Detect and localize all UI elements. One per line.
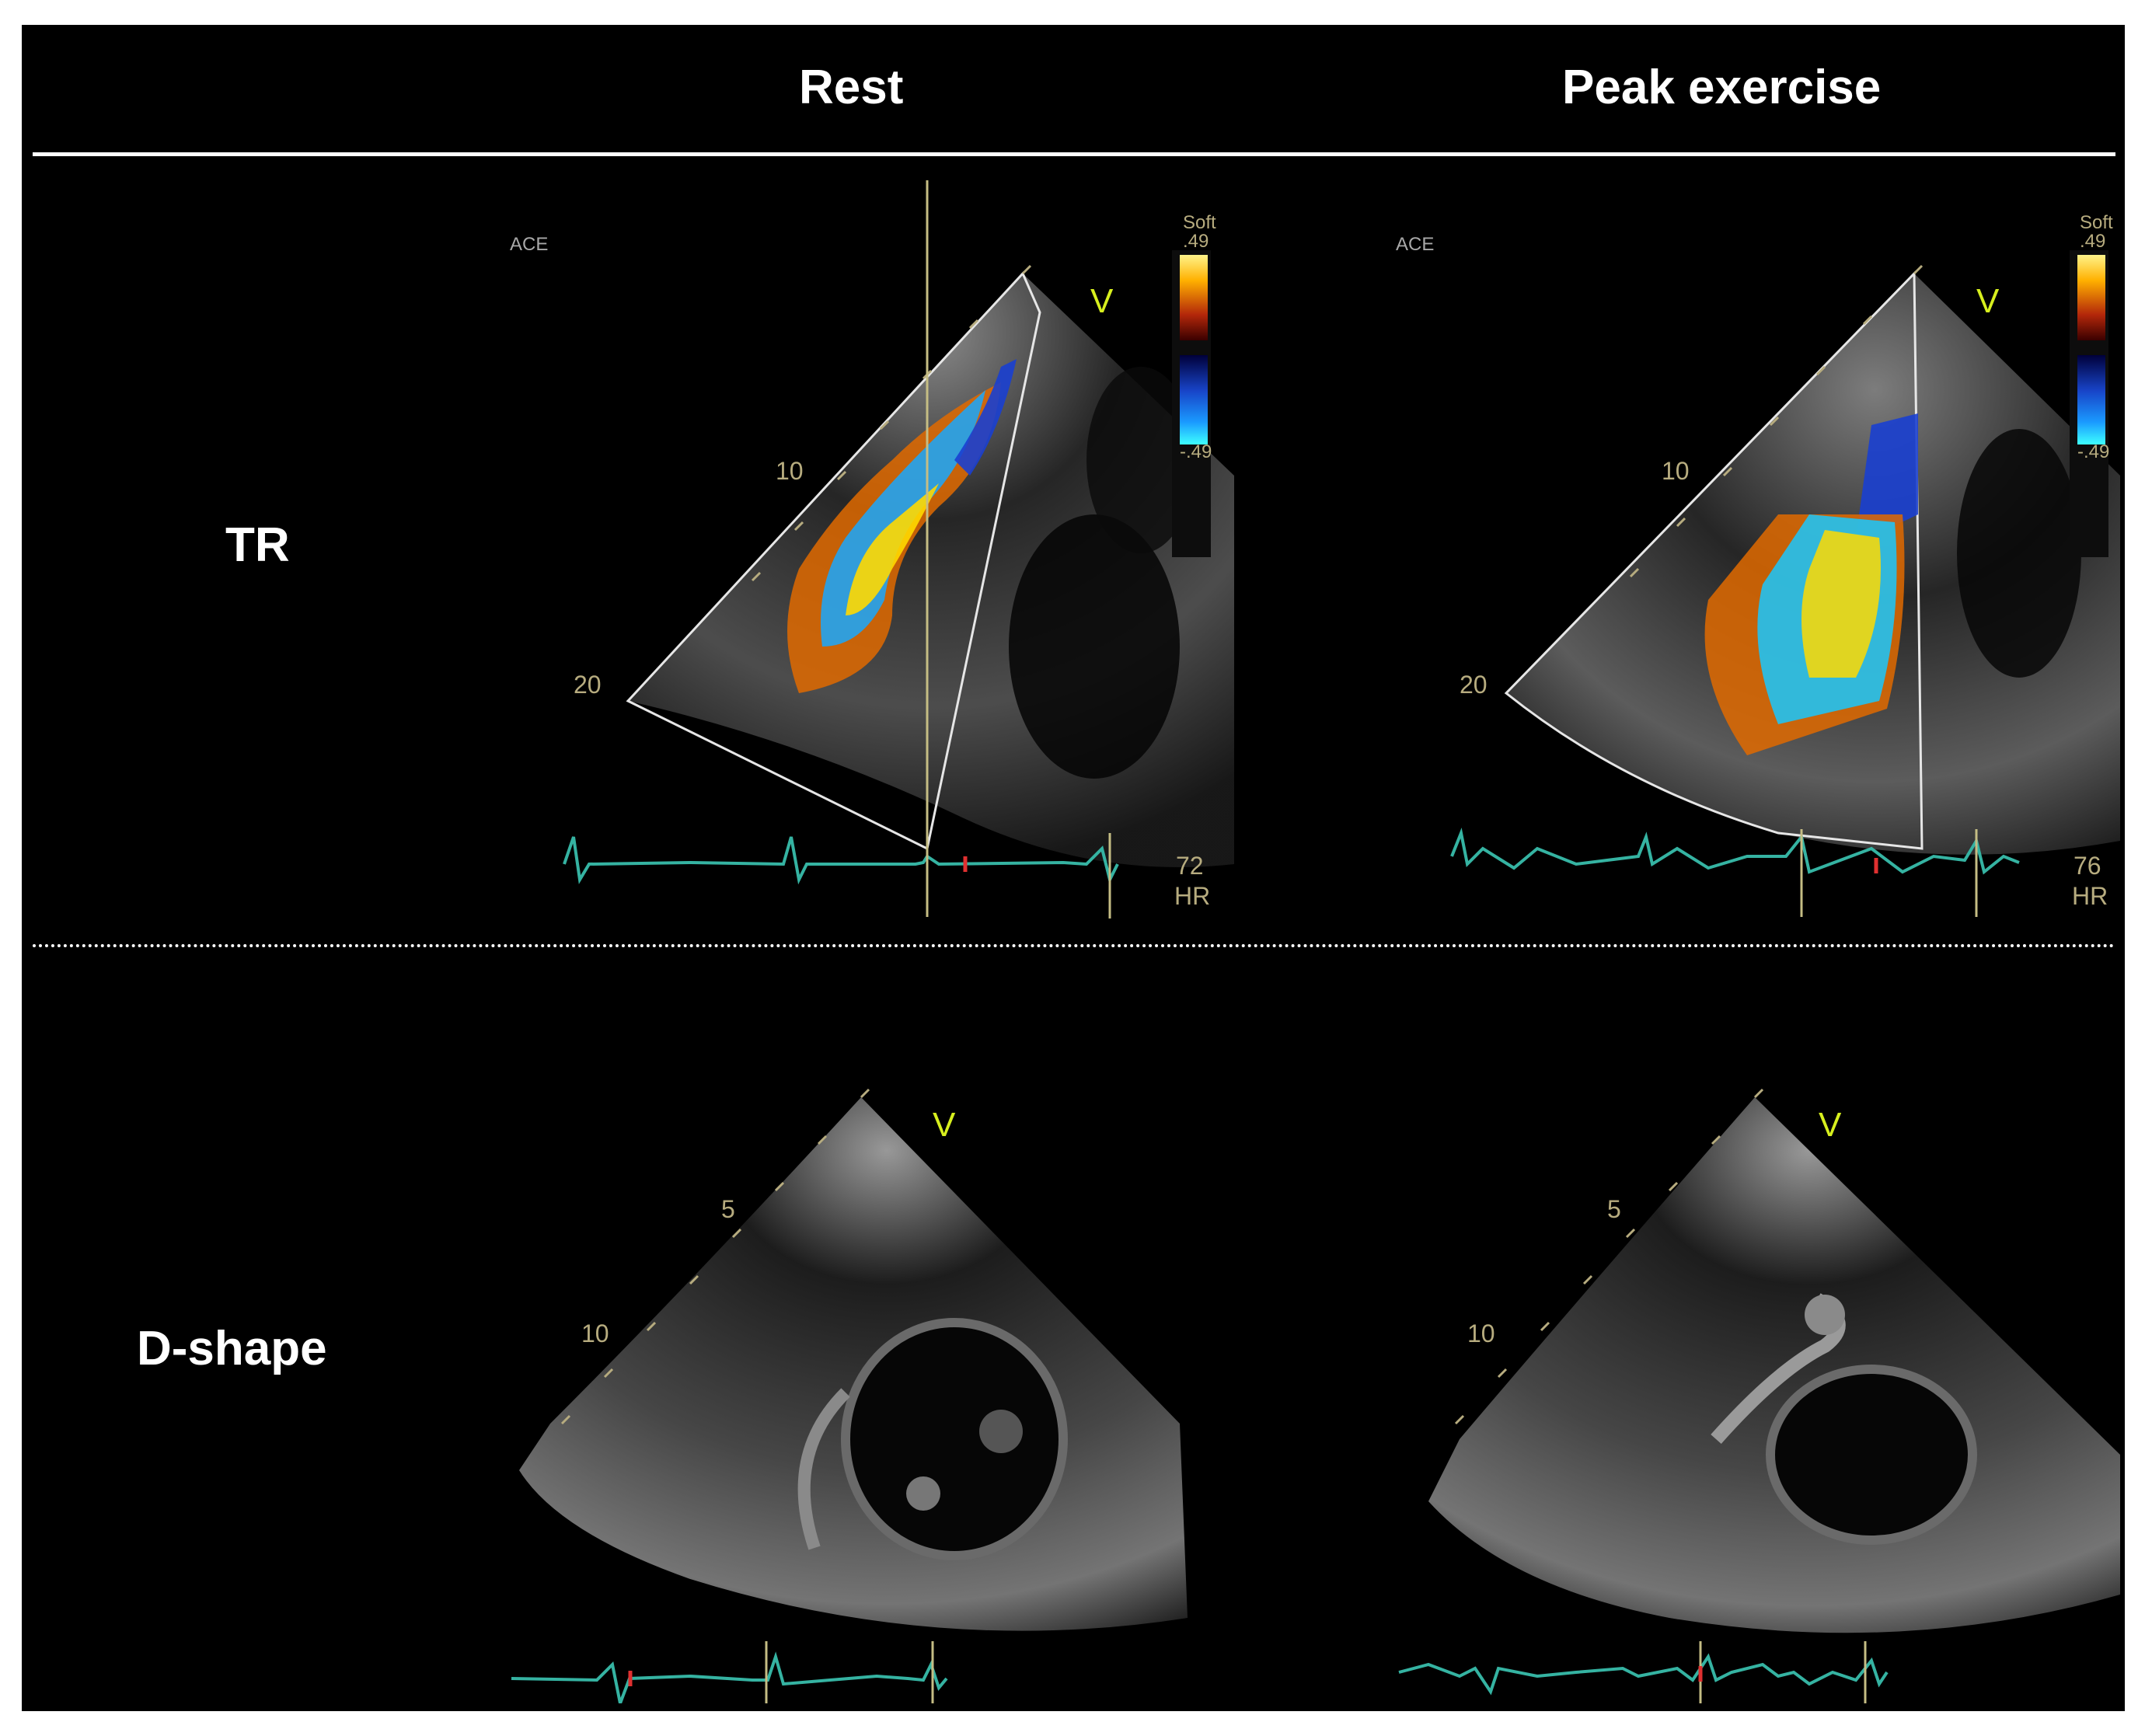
depth-label-20: 20 (574, 671, 602, 699)
orientation-marker-v: V (1090, 282, 1114, 320)
heart-rate-label: HR (2072, 882, 2108, 910)
ecg-trace (563, 836, 1119, 885)
echo-tr-rest: ACE 10 20 V Soft .49 -.49 72 HR (510, 180, 1234, 919)
column-header-rest: Rest (799, 61, 904, 114)
echo-d-shape-peak: 5 10 V (1398, 1088, 2120, 1703)
depth-label-10: 10 (776, 457, 804, 485)
heart-rate-value: 76 (2074, 852, 2101, 880)
header-divider (33, 152, 2115, 156)
ultrasound-sector (519, 1097, 1188, 1631)
depth-label-5: 5 (1607, 1195, 1621, 1223)
scale-min: -.49 (1180, 441, 1212, 462)
heart-rate-label: HR (1174, 882, 1210, 910)
orientation-marker-v: V (1819, 1106, 1842, 1144)
row-label-d-shape: D-shape (137, 1322, 327, 1375)
depth-label-5: 5 (721, 1195, 735, 1223)
column-header-peak-exercise: Peak exercise (1562, 61, 1882, 114)
heart-rate-value: 72 (1176, 852, 1204, 880)
ace-label: ACE (510, 234, 548, 255)
ecg-trace (1398, 1653, 1889, 1696)
scale-title: Soft (2080, 212, 2113, 233)
orientation-marker-v: V (933, 1106, 956, 1144)
depth-label-10: 10 (1467, 1319, 1495, 1347)
color-doppler-box (1504, 270, 1924, 850)
ecg-trace (511, 1651, 948, 1703)
echo-tr-peak: ACE 10 20 V Soft .49 -.49 76 HR (1396, 212, 2120, 917)
scale-min: -.49 (2077, 441, 2109, 462)
ultrasound-sector (1428, 1097, 2120, 1633)
regurgitant-jet (1856, 413, 1918, 538)
depth-label-10: 10 (581, 1319, 609, 1347)
row-divider (33, 944, 2115, 947)
figure-frame: Rest Peak exercise TR D-shape (22, 25, 2125, 1711)
depth-label-10: 10 (1662, 457, 1690, 485)
ace-label: ACE (1396, 234, 1434, 255)
left-ventricle (1766, 1365, 1977, 1545)
ecg-trace (1450, 828, 2020, 875)
orientation-marker-v: V (1976, 282, 2000, 320)
scale-max: .49 (1183, 231, 1209, 252)
depth-label-20: 20 (1460, 671, 1488, 699)
scale-title: Soft (1183, 212, 1216, 233)
left-ventricle (841, 1318, 1068, 1560)
row-label-tr: TR (225, 518, 290, 572)
echo-d-shape-rest: 5 10 V (511, 1088, 1188, 1703)
scale-max: .49 (2080, 231, 2105, 252)
